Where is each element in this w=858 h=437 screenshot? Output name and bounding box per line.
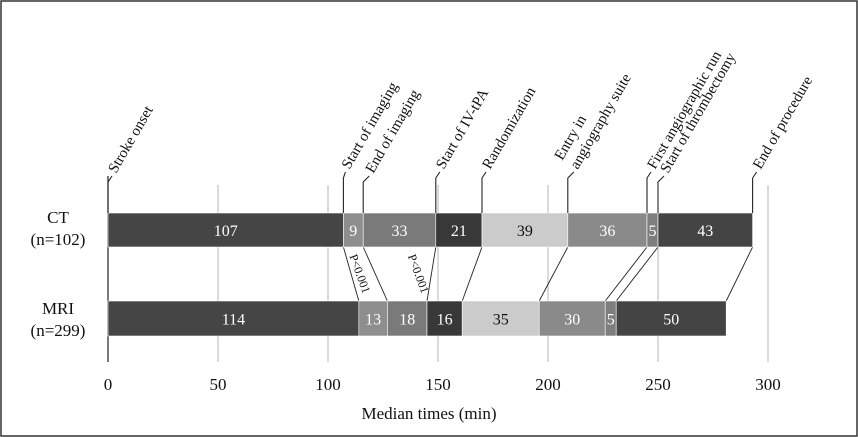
- bar-value-label-mri-6: 5: [607, 312, 615, 329]
- bar-value-label-ct-3: 21: [451, 223, 467, 240]
- x-tick-label-0: 0: [104, 375, 113, 394]
- bar-segment-ct-2: [362, 212, 437, 248]
- bar-value-label-mri-7: 50: [663, 312, 679, 329]
- bar-value-label-mri-0: 114: [222, 312, 245, 329]
- bar-segment-mri-2: [387, 300, 428, 337]
- bar-segment-mri-4: [461, 300, 540, 337]
- bar-value-label-ct-6: 5: [649, 223, 657, 240]
- milestone-hook-5: [567, 171, 575, 179]
- x-tick-label-150: 150: [425, 375, 451, 394]
- bar-value-label-mri-3: 16: [437, 312, 453, 329]
- bar-value-label-mri-5: 30: [564, 312, 580, 329]
- milestone-hook-1: [342, 171, 346, 179]
- x-tick-label-200: 200: [535, 375, 561, 394]
- milestone-hook-2: [362, 175, 370, 183]
- milestone-hook-6: [646, 171, 652, 179]
- row-label-mri-name: MRI: [42, 299, 74, 318]
- milestone-hook-7: [657, 175, 665, 183]
- bar-segment-mri-5: [538, 300, 606, 337]
- bar-value-label-mri-4: 35: [493, 312, 509, 329]
- bar-value-label-ct-2: 33: [392, 223, 408, 240]
- bar-value-label-ct-1: 9: [349, 223, 357, 240]
- connector-4: [461, 246, 483, 302]
- row-label-layer: CT (n=102) MRI (n=299): [31, 208, 86, 340]
- connector-7: [615, 246, 659, 302]
- bar-value-label-mri-2: 18: [399, 312, 415, 329]
- row-label-ct-count: (n=102): [31, 230, 86, 249]
- x-tick-label-250: 250: [645, 375, 671, 394]
- bar-segment-ct-3: [435, 212, 483, 248]
- x-tick-label-50: 50: [210, 375, 227, 394]
- connector-3: [426, 246, 437, 302]
- bar-value-label-ct-5: 36: [599, 223, 615, 240]
- bar-value-label-ct-0: 107: [214, 223, 238, 240]
- bar-segment-mri-7: [615, 300, 727, 337]
- bar-segment-ct-5: [567, 212, 648, 248]
- row-label-mri-count: (n=299): [31, 321, 86, 340]
- x-tick-label-100: 100: [315, 375, 341, 394]
- bar-segment-mri-3: [426, 300, 463, 337]
- connector-2: [362, 246, 388, 302]
- bar-value-label-mri-1: 13: [365, 312, 381, 329]
- milestone-hook-4: [481, 171, 487, 179]
- milestone-hook-8: [752, 171, 758, 179]
- connector-8: [725, 246, 754, 302]
- x-axis-title: Median times (min): [361, 404, 496, 423]
- bar-value-label-ct-4: 39: [517, 223, 533, 240]
- bar-segment-ct-4: [481, 212, 569, 248]
- connector-1: [342, 246, 360, 302]
- milestone-hook-3: [435, 171, 441, 179]
- milestone-hook-0: [107, 175, 113, 183]
- row-label-ct-name: CT: [47, 208, 69, 227]
- bar-segment-mri-0: [107, 300, 360, 337]
- bar-segment-ct-7: [657, 212, 753, 248]
- connector-5: [538, 246, 569, 302]
- bar-layer: 107 9 33 21 39 36 5 43 114 13 18 16 35 30 5 50: [107, 212, 753, 337]
- x-tick-label-300: 300: [755, 375, 781, 394]
- connector-6: [604, 246, 648, 302]
- connector-layer: [342, 246, 754, 302]
- bar-value-label-ct-7: 43: [697, 223, 713, 240]
- axis-layer: Median times (min) 0 50 100 150 200 250 300: [104, 375, 781, 423]
